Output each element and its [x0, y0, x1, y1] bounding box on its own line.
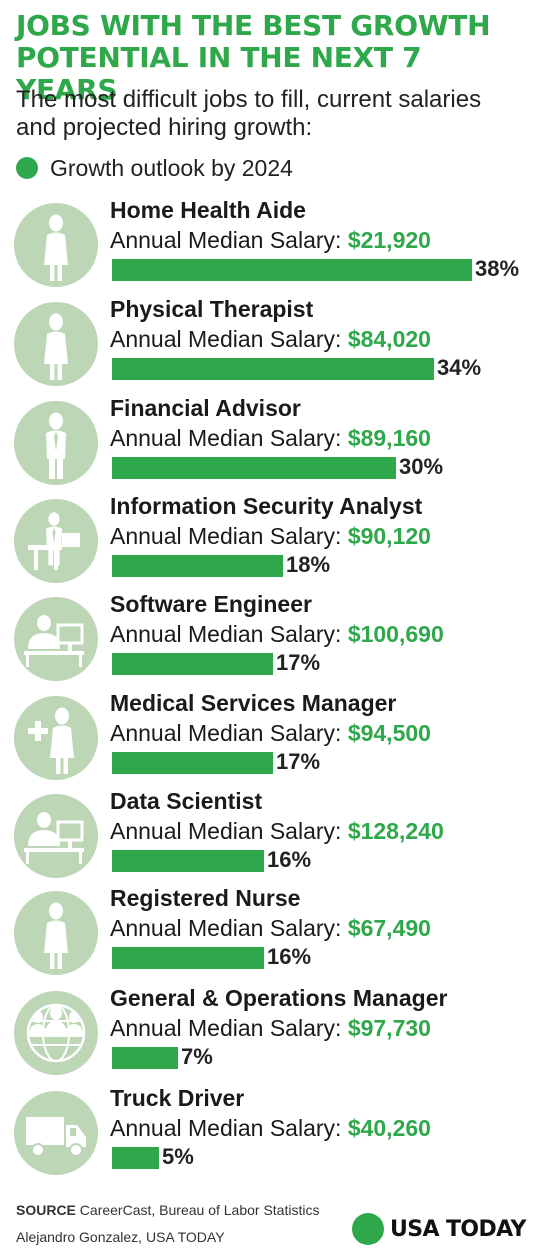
source-text: CareerCast, Bureau of Labor Statistics	[75, 1202, 320, 1218]
legend-dot-icon	[16, 157, 38, 179]
salary-line: Annual Median Salary: $21,920	[110, 225, 431, 255]
job-title: Registered Nurse	[110, 885, 301, 911]
job-row: Home Health Aide Annual Median Salary: $2…	[0, 197, 540, 295]
salary-line: Annual Median Salary: $94,500	[110, 718, 431, 748]
growth-bar	[112, 653, 273, 675]
job-title: Software Engineer	[110, 591, 312, 617]
woman-icon	[14, 203, 98, 287]
team-globe-icon	[14, 991, 98, 1075]
growth-value-label: 38%	[475, 256, 520, 281]
salary-line: Annual Median Salary: $67,490	[110, 913, 431, 943]
job-row: Data Scientist Annual Median Salary: $128…	[0, 788, 540, 886]
job-row: Truck Driver Annual Median Salary: $40,26…	[0, 1085, 540, 1183]
job-title: Medical Services Manager	[110, 690, 397, 716]
salary-prefix: Annual Median Salary:	[110, 1015, 348, 1041]
salary-line: Annual Median Salary: $100,690	[110, 619, 444, 649]
growth-value-label: 7%	[181, 1044, 213, 1069]
growth-bar	[112, 555, 283, 577]
job-title: Home Health Aide	[110, 197, 306, 223]
medical-manager-icon	[14, 696, 98, 780]
job-row: General & Operations Manager Annual Media…	[0, 985, 540, 1083]
salary-value: $100,690	[347, 621, 444, 647]
source-label: SOURCE	[16, 1202, 76, 1218]
salary-prefix: Annual Median Salary:	[110, 326, 348, 352]
growth-bar	[112, 850, 264, 872]
growth-value-label: 18%	[286, 552, 331, 577]
salary-line: Annual Median Salary: $128,240	[110, 816, 444, 846]
salary-prefix: Annual Median Salary:	[110, 227, 348, 253]
growth-value-label: 30%	[399, 454, 444, 479]
job-row: Physical Therapist Annual Median Salary: …	[0, 296, 540, 394]
job-row: Medical Services Manager Annual Median Sa…	[0, 690, 540, 788]
growth-value-label: 17%	[276, 749, 321, 774]
job-title: Data Scientist	[110, 788, 263, 814]
job-title: Physical Therapist	[110, 296, 314, 322]
salary-prefix: Annual Median Salary:	[110, 1115, 348, 1141]
growth-value-label: 5%	[162, 1144, 194, 1169]
salary-value: $97,730	[347, 1015, 431, 1041]
brand-name: USA TODAY	[390, 1216, 526, 1242]
credit-line: Alejandro Gonzalez, USA TODAY	[16, 1229, 225, 1245]
salary-prefix: Annual Median Salary:	[110, 425, 348, 451]
nurse-icon	[14, 891, 98, 975]
growth-bar	[112, 752, 273, 774]
salary-value: $40,260	[347, 1115, 431, 1141]
legend-label: Growth outlook by 2024	[50, 154, 293, 181]
job-row: Information Security Analyst Annual Media…	[0, 493, 540, 591]
job-title: General & Operations Manager	[110, 985, 448, 1011]
growth-bar	[112, 457, 396, 479]
computer-worker-icon	[14, 794, 98, 878]
chart-subtitle: The most difficult jobs to fill, current…	[16, 86, 482, 141]
salary-line: Annual Median Salary: $90,120	[110, 521, 431, 551]
woman-icon	[14, 302, 98, 386]
salary-value: $89,160	[347, 425, 431, 451]
source-note: SOURCE CareerCast, Bureau of Labor Stati…	[16, 1202, 319, 1218]
job-title: Financial Advisor	[110, 395, 301, 421]
growth-bar	[112, 947, 264, 969]
growth-bar	[112, 358, 434, 380]
computer-worker-icon	[14, 597, 98, 681]
growth-bar	[112, 259, 472, 281]
desk-worker-icon	[14, 499, 98, 583]
job-title: Truck Driver	[110, 1085, 245, 1111]
brand-logo: USA TODAY	[352, 1212, 526, 1246]
salary-prefix: Annual Median Salary:	[110, 720, 348, 746]
salary-line: Annual Median Salary: $84,020	[110, 324, 431, 354]
salary-prefix: Annual Median Salary:	[110, 523, 348, 549]
salary-line: Annual Median Salary: $40,260	[110, 1113, 431, 1143]
chart-title: JOBS WITH THE BEST GROWTH POTENTIAL IN T…	[16, 9, 491, 106]
growth-value-label: 34%	[437, 355, 482, 380]
businessman-icon	[14, 401, 98, 485]
salary-value: $128,240	[347, 818, 444, 844]
growth-value-label: 16%	[267, 847, 312, 872]
salary-prefix: Annual Median Salary:	[110, 915, 348, 941]
salary-value: $90,120	[347, 523, 431, 549]
salary-line: Annual Median Salary: $97,730	[110, 1013, 431, 1043]
salary-line: Annual Median Salary: $89,160	[110, 423, 431, 453]
salary-value: $84,020	[347, 326, 431, 352]
salary-prefix: Annual Median Salary:	[110, 818, 348, 844]
salary-value: $67,490	[347, 915, 431, 941]
job-row: Registered Nurse Annual Median Salary: $6…	[0, 885, 540, 983]
job-title: Information Security Analyst	[110, 493, 423, 519]
growth-bar	[112, 1147, 159, 1169]
legend: Growth outlook by 2024	[16, 154, 293, 182]
truck-icon	[14, 1091, 98, 1175]
job-row: Software Engineer Annual Median Salary: $…	[0, 591, 540, 689]
brand-dot-icon	[352, 1213, 384, 1245]
salary-prefix: Annual Median Salary:	[110, 621, 348, 647]
growth-value-label: 16%	[267, 944, 312, 969]
job-row: Financial Advisor Annual Median Salary: $…	[0, 395, 540, 493]
growth-value-label: 17%	[276, 650, 321, 675]
salary-value: $94,500	[347, 720, 431, 746]
growth-bar	[112, 1047, 178, 1069]
salary-value: $21,920	[347, 227, 431, 253]
